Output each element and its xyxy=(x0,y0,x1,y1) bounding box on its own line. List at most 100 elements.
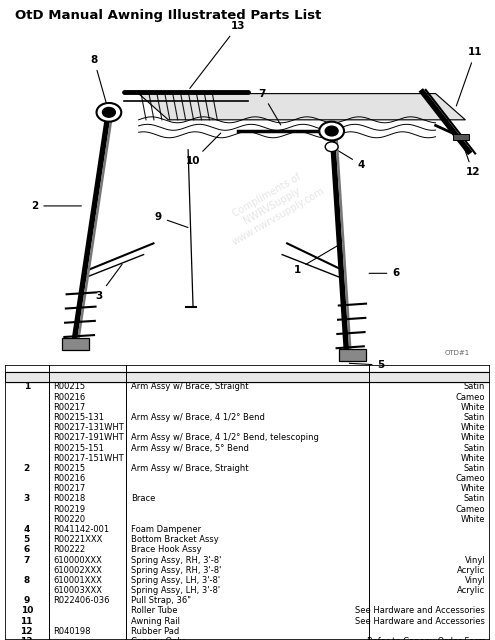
Text: Satin: Satin xyxy=(464,383,485,392)
Text: 1: 1 xyxy=(294,244,339,275)
Text: Spring Assy, RH, 3'-8': Spring Assy, RH, 3'-8' xyxy=(131,556,221,564)
Text: Canopy Only: Canopy Only xyxy=(131,637,185,640)
Text: 610003XXX: 610003XXX xyxy=(53,586,102,595)
Circle shape xyxy=(325,142,338,152)
Text: Brace Hook Assy: Brace Hook Assy xyxy=(131,545,201,554)
Text: White: White xyxy=(461,403,485,412)
Text: R00217: R00217 xyxy=(53,403,86,412)
Polygon shape xyxy=(139,93,465,120)
Text: 7: 7 xyxy=(24,556,30,564)
Text: 2: 2 xyxy=(31,201,81,211)
Text: White: White xyxy=(461,484,485,493)
Text: OtD Manual Awning Illustrated Parts List: OtD Manual Awning Illustrated Parts List xyxy=(15,10,321,22)
Text: 3: 3 xyxy=(96,264,122,301)
Text: Arm Assy w/ Brace, 5° Bend: Arm Assy w/ Brace, 5° Bend xyxy=(131,444,249,452)
Text: Acrylic: Acrylic xyxy=(457,566,485,575)
Circle shape xyxy=(102,108,115,117)
Text: 13: 13 xyxy=(20,637,33,640)
Bar xyxy=(453,134,469,140)
Text: 5: 5 xyxy=(349,360,385,370)
Bar xyxy=(62,338,89,350)
Text: Refer to Canopy Order Form: Refer to Canopy Order Form xyxy=(367,637,485,640)
Text: Cameo: Cameo xyxy=(456,474,485,483)
Text: 5: 5 xyxy=(24,535,30,544)
Text: Awning Rail: Awning Rail xyxy=(131,617,180,626)
Text: Roller Tube: Roller Tube xyxy=(131,607,178,616)
Text: See Hardware and Accessories: See Hardware and Accessories xyxy=(355,607,485,616)
Text: 12: 12 xyxy=(20,627,33,636)
Text: Satin: Satin xyxy=(464,464,485,473)
Text: Cameo: Cameo xyxy=(456,392,485,402)
Text: Part Number: Part Number xyxy=(55,372,120,381)
Text: 8: 8 xyxy=(24,576,30,585)
Text: Arm Assy w/ Brace, Straight: Arm Assy w/ Brace, Straight xyxy=(131,383,248,392)
Text: R00216: R00216 xyxy=(53,474,86,483)
Text: R022406-036: R022406-036 xyxy=(53,596,110,605)
Text: 610002XXX: 610002XXX xyxy=(53,566,102,575)
Text: R00217-151WHT: R00217-151WHT xyxy=(53,454,124,463)
Text: 2: 2 xyxy=(24,464,30,473)
Text: 10: 10 xyxy=(21,607,33,616)
Text: R00219: R00219 xyxy=(53,505,86,514)
Text: Notes: Notes xyxy=(415,372,444,381)
Text: 4: 4 xyxy=(334,148,365,170)
Text: Vinyl: Vinyl xyxy=(464,556,485,564)
Text: White: White xyxy=(461,433,485,442)
Text: Rubber Pad: Rubber Pad xyxy=(131,627,179,636)
Text: R00217-191WHT: R00217-191WHT xyxy=(53,433,124,442)
Text: R00222: R00222 xyxy=(53,545,86,554)
Text: 7: 7 xyxy=(259,88,281,125)
Text: 610001XXX: 610001XXX xyxy=(53,576,102,585)
Text: Foam Dampener: Foam Dampener xyxy=(131,525,201,534)
Text: 10: 10 xyxy=(186,133,221,166)
Text: Arm Assy w/ Brace, 4 1/2° Bend: Arm Assy w/ Brace, 4 1/2° Bend xyxy=(131,413,265,422)
Text: 9: 9 xyxy=(155,212,188,227)
Text: R00221XXX: R00221XXX xyxy=(53,535,103,544)
Text: 13: 13 xyxy=(190,21,245,88)
Text: Arm Assy w/ Brace, 4 1/2° Bend, telescoping: Arm Assy w/ Brace, 4 1/2° Bend, telescop… xyxy=(131,433,319,442)
Text: R041142-001: R041142-001 xyxy=(53,525,109,534)
Text: Brace: Brace xyxy=(131,495,155,504)
Text: See Hardware and Accessories: See Hardware and Accessories xyxy=(355,617,485,626)
Text: Item: Item xyxy=(15,372,38,381)
Text: White: White xyxy=(461,515,485,524)
Text: Pull Strap, 36": Pull Strap, 36" xyxy=(131,596,191,605)
Text: OTD#1: OTD#1 xyxy=(445,349,470,356)
Text: Spring Assy, LH, 3'-8': Spring Assy, LH, 3'-8' xyxy=(131,576,220,585)
Text: R00215-131: R00215-131 xyxy=(53,413,104,422)
Bar xyxy=(5,372,490,382)
Text: R00215: R00215 xyxy=(53,464,86,473)
Text: Arm Assy w/ Brace, Straight: Arm Assy w/ Brace, Straight xyxy=(131,464,248,473)
Text: 3: 3 xyxy=(24,495,30,504)
Text: Compliments of
NWRVSupply
www.nwrvsupply.com: Compliments of NWRVSupply www.nwrvsupply… xyxy=(218,165,326,246)
Text: 6: 6 xyxy=(369,268,399,278)
Text: White: White xyxy=(461,423,485,432)
Text: R00217: R00217 xyxy=(53,484,86,493)
Text: R00216: R00216 xyxy=(53,392,86,402)
Text: Spring Assy, LH, 3'-8': Spring Assy, LH, 3'-8' xyxy=(131,586,220,595)
Text: Satin: Satin xyxy=(464,444,485,452)
Text: R040198: R040198 xyxy=(53,627,91,636)
Text: R00217-131WHT: R00217-131WHT xyxy=(53,423,124,432)
Text: Satin: Satin xyxy=(464,413,485,422)
Text: 12: 12 xyxy=(461,140,480,177)
Text: Acrylic: Acrylic xyxy=(457,586,485,595)
Text: 8: 8 xyxy=(91,55,108,109)
Text: R00218: R00218 xyxy=(53,495,86,504)
Text: 1: 1 xyxy=(24,383,30,392)
Circle shape xyxy=(325,126,338,136)
Circle shape xyxy=(319,122,344,140)
Text: White: White xyxy=(461,454,485,463)
Text: 6: 6 xyxy=(24,545,30,554)
Text: Description: Description xyxy=(218,372,277,381)
Text: Cameo: Cameo xyxy=(456,505,485,514)
Bar xyxy=(339,349,366,362)
Text: 9: 9 xyxy=(24,596,30,605)
Text: Spring Assy, RH, 3'-8': Spring Assy, RH, 3'-8' xyxy=(131,566,221,575)
Text: R00215-151: R00215-151 xyxy=(53,444,104,452)
Text: Bottom Bracket Assy: Bottom Bracket Assy xyxy=(131,535,219,544)
Text: 11: 11 xyxy=(456,47,483,106)
Text: 4: 4 xyxy=(24,525,30,534)
Text: Vinyl: Vinyl xyxy=(464,576,485,585)
Text: 610000XXX: 610000XXX xyxy=(53,556,102,564)
